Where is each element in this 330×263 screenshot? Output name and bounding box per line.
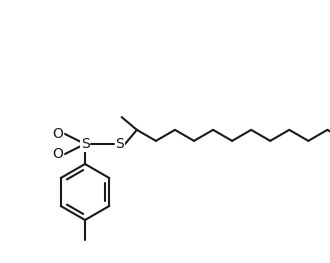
Text: S: S [81,137,89,151]
Text: S: S [115,137,124,151]
Text: O: O [52,147,63,161]
Text: O: O [52,127,63,141]
